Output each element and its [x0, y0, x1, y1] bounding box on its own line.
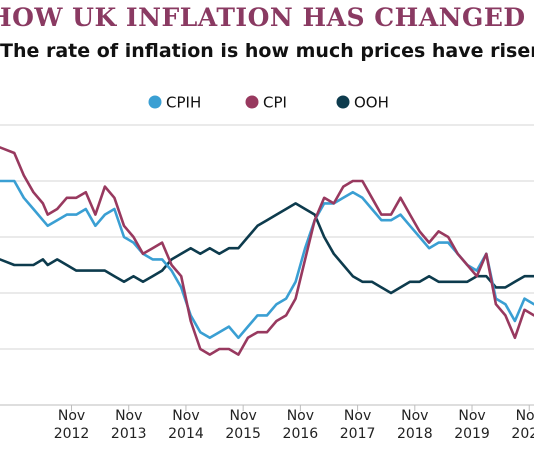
x-tick-month-label: Nov: [458, 408, 485, 424]
x-tick-month-label: Nov: [58, 408, 85, 424]
x-tick-year-label: 2012: [54, 426, 90, 442]
grid-lines: [0, 124, 534, 406]
legend-item-cpih: CPIH: [148, 94, 201, 112]
x-tick-year-label: 2016: [283, 426, 319, 442]
x-tick-month-label: Nov: [401, 408, 428, 424]
x-tick: Nov 2017: [340, 405, 376, 442]
chart-title: HOW UK INFLATION HAS CHANGED OVER TIME: [0, 3, 534, 32]
x-tick-year-label: 2020: [511, 426, 534, 442]
x-tick-month-label: Nov: [344, 408, 371, 424]
x-tick: Nov 2016: [283, 405, 319, 442]
x-tick: Nov 2014: [168, 405, 204, 442]
legend-label: CPIH: [166, 94, 201, 112]
x-tick-year-label: 2017: [340, 426, 376, 442]
legend-item-cpi: CPI: [245, 94, 287, 112]
series-line-ooh: [0, 202, 534, 295]
x-tick-month-label: Nov: [516, 408, 534, 424]
legend-swatch: [148, 95, 162, 109]
legend-swatch: [245, 95, 259, 109]
x-tick: Nov 2020: [511, 405, 534, 442]
x-tick-year-label: 2014: [168, 426, 204, 442]
chart-legend: CPIH CPI OOH: [148, 94, 389, 112]
x-tick: Nov 2013: [111, 405, 147, 442]
x-tick: Nov 2018: [397, 405, 433, 442]
x-tick-month-label: Nov: [229, 408, 256, 424]
x-tick: Nov 2019: [454, 405, 490, 442]
legend-item-ooh: OOH: [336, 94, 389, 112]
x-tick: Nov 2012: [54, 405, 90, 442]
chart-subtitle: The rate of inflation is how much prices…: [0, 40, 534, 62]
x-tick-month-label: Nov: [172, 408, 199, 424]
series-line-cpih: [0, 179, 534, 340]
x-tick-month-label: Nov: [287, 408, 314, 424]
x-tick-year-label: 2018: [397, 426, 433, 442]
series-lines: [0, 146, 534, 356]
x-tick: Nov 2015: [225, 405, 261, 442]
legend-label: OOH: [354, 94, 389, 112]
x-axis: Nov 2012 Nov 2013 Nov 2014 Nov 2015 Nov 2016 Nov 20…: [54, 405, 534, 442]
x-tick-year-label: 2019: [454, 426, 490, 442]
x-tick-year-label: 2015: [225, 426, 261, 442]
x-tick-month-label: Nov: [115, 408, 142, 424]
legend-swatch: [336, 95, 350, 109]
legend-label: CPI: [263, 94, 287, 112]
series-line-cpi: [0, 146, 534, 356]
x-tick-year-label: 2013: [111, 426, 147, 442]
